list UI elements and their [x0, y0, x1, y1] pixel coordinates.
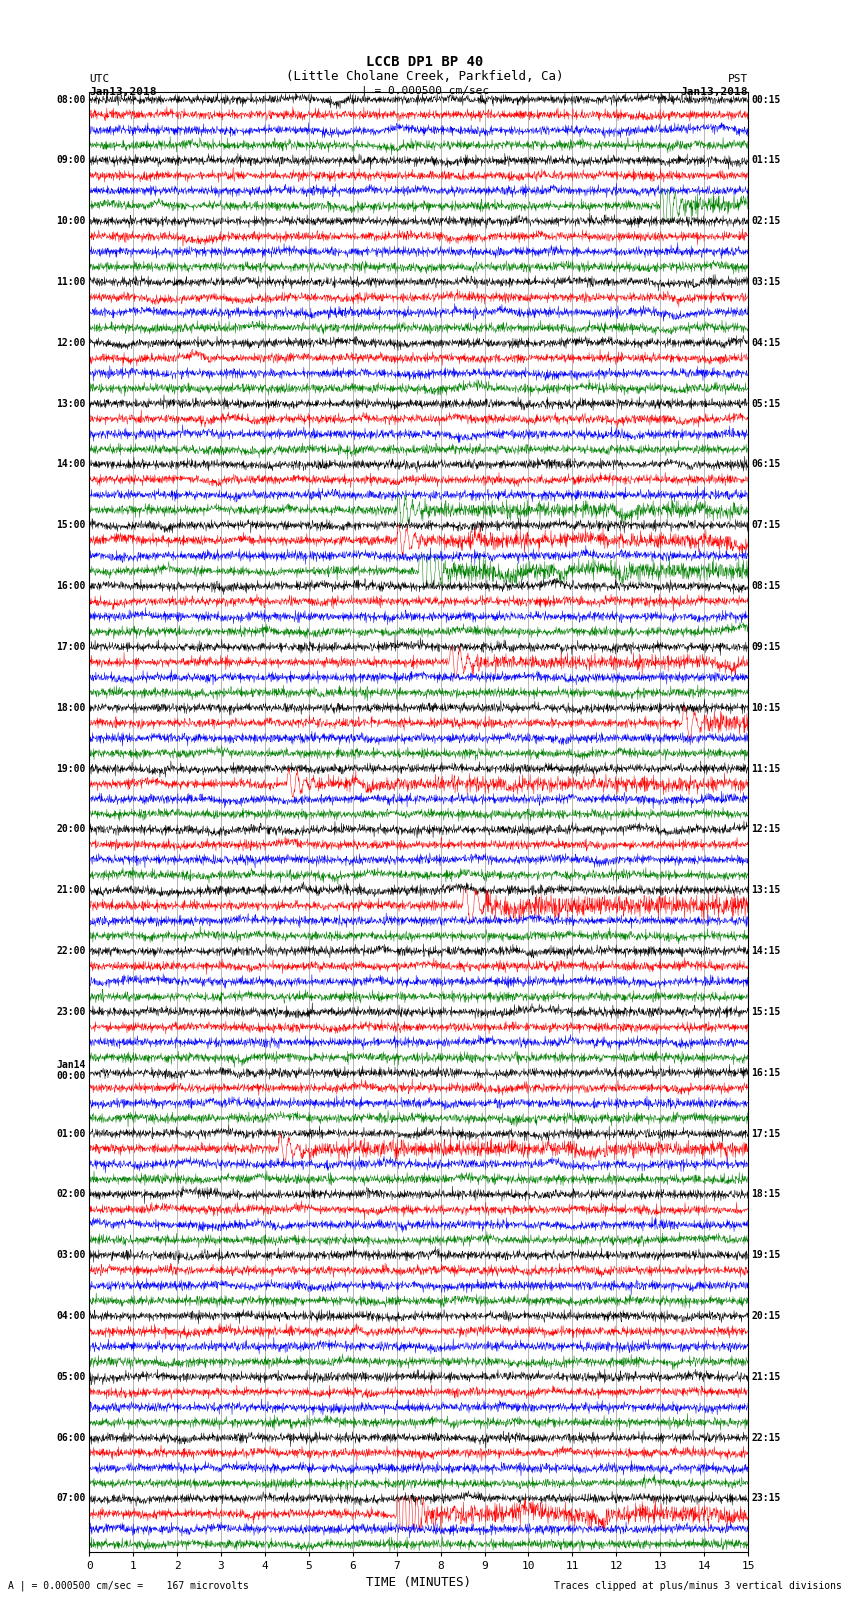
Text: 13:15: 13:15 [751, 886, 781, 895]
Text: A | = 0.000500 cm/sec =    167 microvolts: A | = 0.000500 cm/sec = 167 microvolts [8, 1581, 249, 1590]
Text: 12:00: 12:00 [56, 337, 86, 348]
Text: 14:15: 14:15 [751, 947, 781, 957]
Text: 09:00: 09:00 [56, 155, 86, 166]
Text: 06:00: 06:00 [56, 1432, 86, 1442]
Text: Jan13,2018: Jan13,2018 [681, 87, 748, 97]
Text: 10:00: 10:00 [56, 216, 86, 226]
Text: 05:00: 05:00 [56, 1371, 86, 1382]
Text: 19:15: 19:15 [751, 1250, 781, 1260]
Text: (Little Cholane Creek, Parkfield, Ca): (Little Cholane Creek, Parkfield, Ca) [286, 69, 564, 84]
Text: 14:00: 14:00 [56, 460, 86, 469]
Text: 08:15: 08:15 [751, 581, 781, 590]
Text: 13:00: 13:00 [56, 398, 86, 408]
Text: 23:00: 23:00 [56, 1007, 86, 1016]
Text: LCCB DP1 BP 40: LCCB DP1 BP 40 [366, 55, 484, 69]
Text: 03:00: 03:00 [56, 1250, 86, 1260]
Text: | = 0.000500 cm/sec: | = 0.000500 cm/sec [361, 85, 489, 97]
Text: 22:00: 22:00 [56, 947, 86, 957]
Text: Traces clipped at plus/minus 3 vertical divisions: Traces clipped at plus/minus 3 vertical … [553, 1581, 842, 1590]
Text: 02:00: 02:00 [56, 1189, 86, 1200]
Text: 19:00: 19:00 [56, 763, 86, 774]
Text: 15:00: 15:00 [56, 521, 86, 531]
Text: 11:00: 11:00 [56, 277, 86, 287]
Text: 02:15: 02:15 [751, 216, 781, 226]
Text: 12:15: 12:15 [751, 824, 781, 834]
Text: 16:00: 16:00 [56, 581, 86, 590]
Text: 22:15: 22:15 [751, 1432, 781, 1442]
Text: 00:00: 00:00 [56, 1071, 86, 1081]
Text: 21:00: 21:00 [56, 886, 86, 895]
Text: Jan13,2018: Jan13,2018 [89, 87, 156, 97]
Text: 04:15: 04:15 [751, 337, 781, 348]
Text: 04:00: 04:00 [56, 1311, 86, 1321]
Text: 21:15: 21:15 [751, 1371, 781, 1382]
Text: 17:15: 17:15 [751, 1129, 781, 1139]
Text: 01:00: 01:00 [56, 1129, 86, 1139]
X-axis label: TIME (MINUTES): TIME (MINUTES) [366, 1576, 471, 1589]
Text: 15:15: 15:15 [751, 1007, 781, 1016]
Text: 05:15: 05:15 [751, 398, 781, 408]
Text: 20:00: 20:00 [56, 824, 86, 834]
Text: UTC: UTC [89, 74, 110, 84]
Text: 23:15: 23:15 [751, 1494, 781, 1503]
Text: 09:15: 09:15 [751, 642, 781, 652]
Text: 00:15: 00:15 [751, 95, 781, 105]
Text: 07:00: 07:00 [56, 1494, 86, 1503]
Text: 03:15: 03:15 [751, 277, 781, 287]
Text: 01:15: 01:15 [751, 155, 781, 166]
Text: 07:15: 07:15 [751, 521, 781, 531]
Text: 18:00: 18:00 [56, 703, 86, 713]
Text: 10:15: 10:15 [751, 703, 781, 713]
Text: 18:15: 18:15 [751, 1189, 781, 1200]
Text: Jan14: Jan14 [56, 1060, 86, 1069]
Text: 17:00: 17:00 [56, 642, 86, 652]
Text: PST: PST [728, 74, 748, 84]
Text: 11:15: 11:15 [751, 763, 781, 774]
Text: 06:15: 06:15 [751, 460, 781, 469]
Text: 16:15: 16:15 [751, 1068, 781, 1077]
Text: 20:15: 20:15 [751, 1311, 781, 1321]
Text: 08:00: 08:00 [56, 95, 86, 105]
